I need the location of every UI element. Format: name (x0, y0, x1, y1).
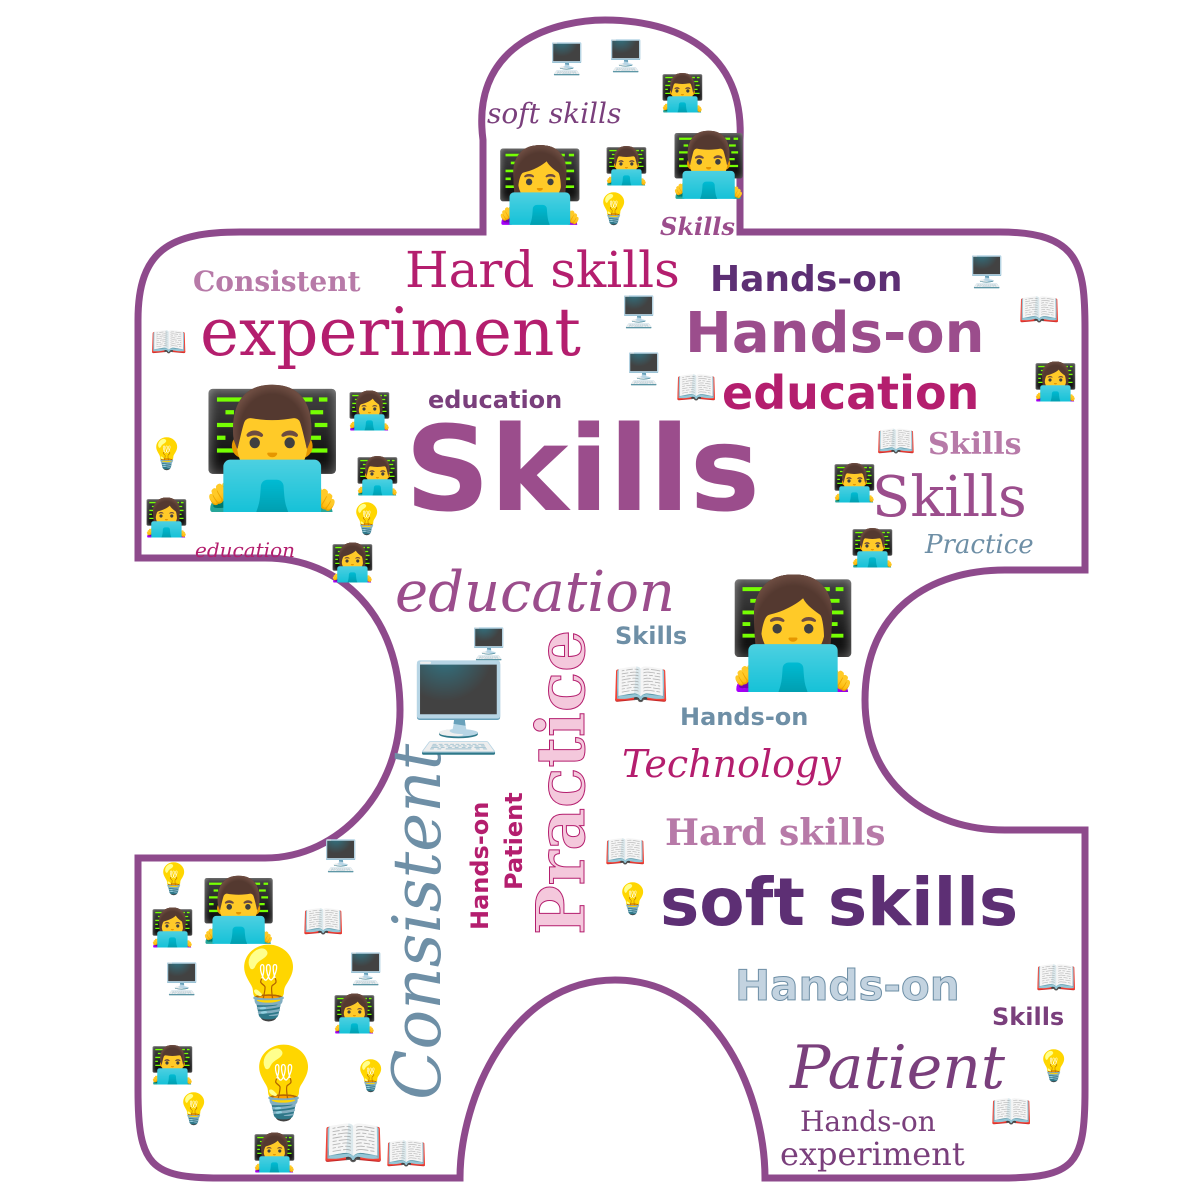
word-hands-on-4: Hands-on (735, 961, 961, 1010)
word-education-1: education (722, 366, 980, 420)
computer-icon: 🖥️ (607, 40, 645, 73)
technologist-icon: 👩‍💻 (144, 498, 189, 538)
technologist-icon: 👩‍💻 (330, 543, 375, 583)
technologist-icon: 👨‍💻 (850, 528, 895, 568)
word-practice-vertical: Practice (522, 629, 601, 935)
word-consistent-vertical: Consistent (379, 743, 456, 1100)
word-consistent-top: Consistent (193, 265, 361, 298)
book-icon: 📖 (1018, 292, 1061, 329)
book-icon: 📖 (322, 1115, 385, 1171)
word-hard-skills-top: Hard skills (405, 241, 680, 299)
word-technology: Technology (622, 742, 841, 786)
word-practice-right: Practice (925, 530, 1034, 560)
technologist-icon: 👨‍💻 (670, 132, 748, 200)
word-skills-right: Skills (872, 465, 1027, 530)
technologist-icon: 👩‍💻 (150, 908, 195, 948)
word-hard-skills-bottom: Hard skills (665, 812, 886, 854)
word-hands-on-5: Hands-on (800, 1105, 936, 1138)
lightbulb-icon: 💡 (352, 1060, 390, 1093)
lightbulb-icon: 💡 (614, 883, 652, 916)
technologist-icon: 👨‍💻 (660, 73, 705, 113)
book-icon: 📖 (675, 370, 718, 407)
word-soft-skills-top: soft skills (487, 97, 622, 130)
computer-icon: 🖥️ (347, 953, 385, 986)
lightbulb-icon: 💡 (240, 1046, 328, 1123)
lightbulb-icon: 💡 (348, 503, 386, 536)
technologist-icon: 👨‍💻 (200, 386, 345, 514)
word-hands-on-3: Hands-on (680, 703, 809, 731)
technologist-icon: 👩‍💻 (332, 994, 377, 1034)
book-icon: 📖 (990, 1094, 1033, 1131)
computer-icon: 🖥️ (470, 628, 508, 661)
word-patient-vertical: Patient (500, 792, 528, 890)
lightbulb-icon: 💡 (1035, 1050, 1073, 1083)
word-experiment-top: experiment (200, 294, 581, 371)
computer-icon: 🖥️ (548, 43, 586, 76)
lightbulb-icon: 💡 (148, 438, 186, 471)
lightbulb-icon: 💡 (595, 193, 633, 226)
book-icon: 📖 (150, 326, 188, 359)
computer-icon: 🖥️ (322, 840, 360, 873)
computer-icon: 🖥️ (625, 353, 663, 386)
computer-icon: 🖥️ (163, 963, 201, 996)
book-icon: 📖 (604, 834, 647, 871)
lightbulb-icon: 💡 (155, 863, 193, 896)
word-skills-mid: Skills (615, 622, 688, 650)
technologist-icon: 👨‍💻 (355, 456, 400, 496)
technologist-icon: 👨‍💻 (200, 877, 278, 945)
word-hands-on-1: Hands-on (710, 259, 903, 300)
computer-icon: 🖥️ (968, 256, 1006, 289)
word-education-2: education (428, 386, 563, 414)
word-skills-small-top: Skills (660, 212, 735, 241)
book-icon: 📖 (1035, 960, 1078, 997)
book-icon: 📖 (302, 904, 345, 941)
technologist-icon: 👨‍💻 (604, 146, 649, 186)
word-hands-on-6: Hands-on (466, 801, 494, 930)
technologist-icon: 👨‍💻 (832, 463, 877, 503)
technologist-icon: 👩‍💻 (495, 146, 585, 226)
word-education-4: education (195, 538, 295, 562)
technologist-icon: 👩‍💻 (1033, 362, 1078, 402)
lightbulb-icon: 💡 (225, 946, 313, 1023)
technologist-icon: 👩‍💻 (347, 391, 392, 431)
word-skills-bottom: Skills (992, 1003, 1065, 1031)
technologist-icon: 👨‍💻 (150, 1045, 195, 1085)
word-skills-main: Skills (405, 400, 761, 538)
technologist-icon: 👩‍💻 (252, 1133, 297, 1173)
word-experiment-bottom: experiment (780, 1135, 965, 1173)
word-patient-bottom: Patient (790, 1033, 1006, 1103)
computer-icon: 🖥️ (620, 296, 658, 329)
book-icon: 📖 (385, 1136, 428, 1173)
word-skills-small-right: Skills (928, 427, 1022, 462)
technologist-icon: 👩‍💻 (727, 576, 859, 693)
book-icon: 📖 (612, 659, 670, 710)
word-hands-on-2: Hands-on (685, 301, 985, 366)
book-icon: 📖 (876, 423, 916, 459)
computer-icon: 🖥️ (405, 660, 513, 756)
word-soft-skills-bottom: soft skills (660, 864, 1019, 941)
lightbulb-icon: 💡 (175, 1093, 213, 1126)
word-education-3: education (395, 560, 675, 625)
